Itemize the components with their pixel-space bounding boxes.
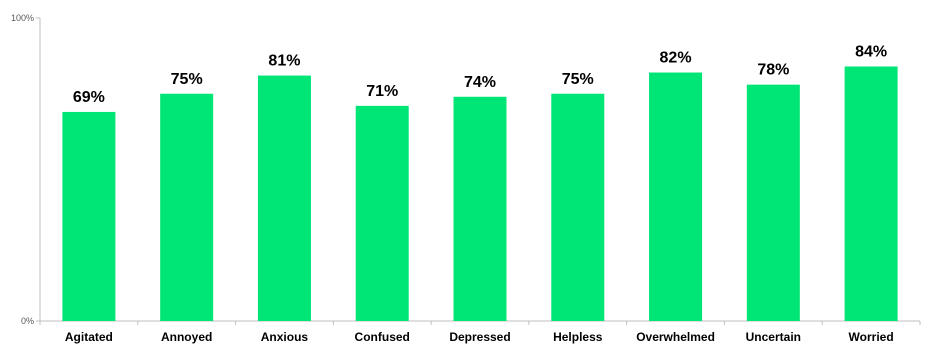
x-tick-label: Overwhelmed <box>636 330 715 344</box>
bar-series <box>62 66 898 322</box>
bar <box>551 93 605 321</box>
data-label: 78% <box>757 62 789 79</box>
data-label: 81% <box>268 53 300 70</box>
bar <box>649 72 703 321</box>
bar <box>62 111 116 322</box>
bar <box>160 93 214 321</box>
y-axis: 0% 100% <box>11 13 41 326</box>
bar <box>746 84 800 321</box>
y-tick-label: 100% <box>11 13 34 23</box>
x-tick-label: Anxious <box>261 330 309 344</box>
x-tick-label: Helpless <box>553 330 603 344</box>
data-label: 69% <box>73 89 105 106</box>
category-labels: Agitated Annoyed Anxious Confused Depressed H… <box>65 330 894 344</box>
data-labels: 69% 75% 81% 71% 74% 75% 82% 78% 84% <box>73 43 887 105</box>
bar <box>355 105 409 322</box>
data-label: 84% <box>855 43 887 60</box>
data-label: 74% <box>464 74 496 91</box>
data-label: 71% <box>366 83 398 100</box>
bar <box>257 75 311 321</box>
data-label: 82% <box>660 50 692 67</box>
y-tick-label: 0% <box>21 316 34 326</box>
bar <box>844 66 898 321</box>
x-tick-label: Depressed <box>449 330 510 344</box>
data-label: 75% <box>562 71 594 88</box>
x-axis <box>39 320 921 325</box>
x-tick-label: Annoyed <box>161 330 212 344</box>
x-tick-label: Confused <box>355 330 410 344</box>
bar <box>453 96 507 321</box>
x-tick-label: Agitated <box>65 330 113 344</box>
data-label: 75% <box>171 71 203 88</box>
x-tick-label: Uncertain <box>746 330 801 344</box>
x-tick-label: Worried <box>849 330 894 344</box>
